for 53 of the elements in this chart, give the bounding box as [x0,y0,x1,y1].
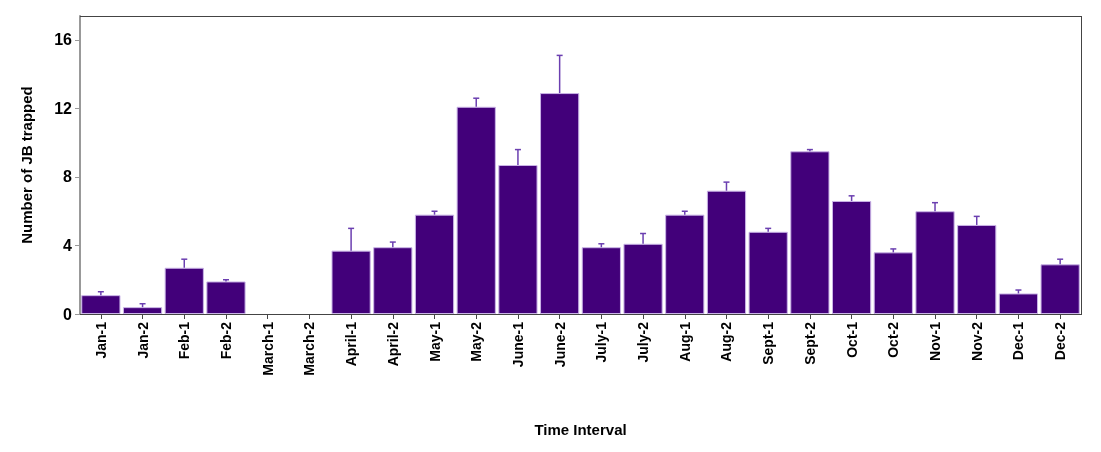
x-tick-label: March-1 [259,321,276,376]
bar [540,93,580,314]
x-tick-label: Aug-1 [676,321,693,362]
x-tick-label: June-1 [509,321,526,368]
x-tick-label: Nov-2 [968,321,985,361]
y-axis-title: Number of JB trapped [18,86,35,244]
y-tick-label: 8 [63,168,73,186]
x-tick-label: Sept-2 [801,321,818,365]
x-tick-label: Nov-1 [927,321,944,361]
y-tick-label: 12 [54,99,73,117]
bar [706,190,747,314]
bar [331,250,371,314]
y-tick-label: 4 [63,236,73,254]
x-tick-label: May-1 [426,321,443,362]
bar [623,243,663,314]
x-tick-label: Sept-1 [760,321,777,365]
x-tick-label: Feb-1 [176,321,193,360]
bar [122,307,163,314]
bar [1040,264,1080,314]
x-tick-label: Dec-2 [1052,321,1069,361]
x-tick-label: April-1 [343,321,360,367]
x-tick-label: Oct-2 [885,321,902,358]
bar [873,252,913,314]
bar [81,295,121,314]
x-tick-label: Jan-1 [92,321,109,359]
x-tick-label: Jan-2 [134,321,151,359]
y-tick-label: 16 [54,31,73,49]
bar [456,106,496,314]
bar [748,231,788,314]
bar [790,151,830,314]
bar [957,224,997,314]
bar [373,247,413,314]
x-tick-label: June-2 [551,321,568,368]
bar [164,267,204,314]
x-tick-label: March-2 [301,321,318,376]
bar [498,165,538,314]
bar [206,281,246,314]
x-tick-label: July-2 [635,321,652,363]
x-tick-label: Feb-2 [217,321,234,360]
bar [665,214,705,314]
x-tick-label: May-2 [468,321,485,362]
x-tick-label: April-2 [384,321,401,367]
x-tick-label: July-1 [593,321,610,363]
bar [414,214,455,314]
x-tick-label: Oct-1 [843,321,860,358]
x-tick-label: Dec-1 [1010,321,1027,361]
bar [581,247,621,314]
y-tick-label: 0 [63,305,73,323]
x-tick-label: Aug-2 [718,321,735,362]
bar [915,211,955,314]
bar [832,200,872,314]
x-axis-title: Time Interval [534,421,627,438]
bar [998,293,1039,314]
